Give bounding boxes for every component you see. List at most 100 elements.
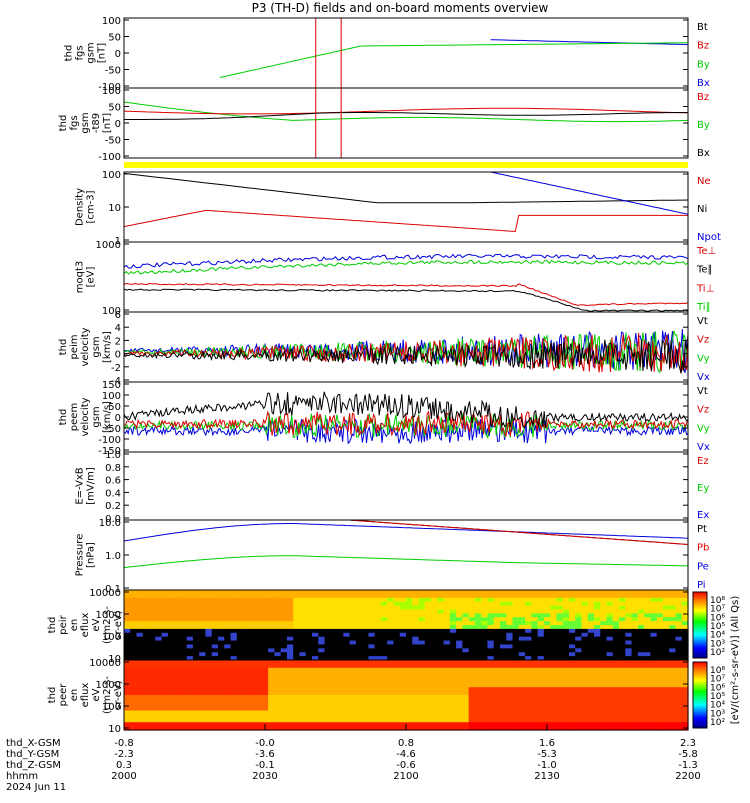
heatmap-cell [656,656,664,661]
heatmap-cell [437,609,445,614]
heatmap-cell [255,675,263,681]
heatmap-cell [380,698,388,704]
heatmap-cell [412,675,420,681]
heatmap-cell [167,636,175,642]
heatmap-cell [506,726,514,731]
heatmap-cell [518,667,526,673]
legend-Ez: Ez [697,456,709,467]
heatmap-cell [474,671,482,677]
heatmap-cell [274,722,282,727]
heatmap-cell [637,695,645,700]
heatmap-cell [393,687,401,692]
heatmap-cell [550,679,557,684]
heatmap-cell [393,675,401,681]
heatmap-cell [656,640,664,646]
heatmap-cell [312,640,319,646]
heatmap-cell [286,625,294,630]
heatmap-cell [180,605,188,611]
heatmap-cell [343,683,351,688]
heatmap-cell [130,593,138,599]
heatmap-cell [280,691,288,696]
heatmap-cell [205,691,213,696]
heatmap-cell [575,648,583,653]
heatmap-cell [268,656,275,661]
ytick-label: 100 [102,391,121,402]
heatmap-cell [431,590,438,595]
heatmap-cell [575,609,583,614]
heatmap-cell [606,632,614,638]
heatmap-cell [531,656,539,661]
heatmap-cell [456,663,463,669]
heatmap-cell [493,722,501,727]
heatmap-cell [243,652,250,657]
heatmap-cell [330,636,338,642]
heatmap-cell [600,613,608,618]
heatmap-cell [399,698,407,704]
heatmap-cell [612,590,620,595]
heatmap-cell [675,605,683,611]
heatmap-cell [218,605,225,611]
heatmap-cell [393,648,401,653]
heatmap-cell [424,593,432,599]
heatmap-cell [393,613,401,618]
heatmap-cell [174,675,181,681]
heatmap-cell [656,590,664,595]
legend-Te⊥: Te⊥ [696,246,716,257]
heatmap-cell [474,590,482,595]
heatmap-cell [456,679,463,684]
heatmap-cell [406,609,413,614]
heatmap-cell [462,632,470,638]
heatmap-cell [443,695,451,700]
heatmap-cell [180,702,188,708]
heatmap-cell [512,679,520,684]
heatmap-cell [274,667,282,673]
heatmap-cell [142,675,150,681]
heatmap-cell [211,613,219,618]
heatmap-cell [556,691,564,696]
heatmap-cell [280,722,288,727]
heatmap-cell [255,687,263,692]
heatmap-cell [550,617,557,622]
heatmap-cell [587,691,595,696]
heatmap-cell [531,718,539,723]
heatmap-cell [330,698,338,704]
heatmap-cell [142,706,150,712]
heatmap-cell [299,722,307,727]
heatmap-cell [525,652,532,657]
heatmap-cell [324,625,332,630]
heatmap-cell [675,652,683,657]
heatmap-cell [224,698,232,704]
heatmap-cell [249,698,257,704]
heatmap-cell [330,621,338,626]
heatmap-cell [568,597,576,603]
heatmap-cell [205,648,213,653]
heatmap-cell [662,714,670,719]
heatmap-cell [594,675,601,681]
heatmap-cell [136,644,144,649]
heatmap-cell [581,718,589,723]
heatmap-cell [368,710,376,716]
heatmap-cell [675,640,683,646]
heatmap-cell [612,667,620,673]
heatmap-cell [192,683,200,688]
heatmap-cell [149,648,156,653]
heatmap-cell [656,726,664,731]
heatmap-cell [374,632,382,638]
heatmap-cell [525,691,532,696]
heatmap-cell [562,652,570,657]
heatmap-cell [525,660,532,665]
heatmap-cell [349,656,357,661]
heatmap-cell [324,601,332,607]
heatmap-cell [406,640,413,646]
heatmap-cell [268,679,275,684]
heatmap-cell [268,644,275,649]
heatmap-cell [261,675,269,681]
heatmap-cell [130,652,138,657]
heatmap-cell [462,628,470,634]
heatmap-cell [619,663,626,669]
heatmap-cell [236,663,244,669]
heatmap-cell [462,601,470,607]
heatmap-cell [305,593,313,599]
legend-Bz: Bz [697,92,709,103]
heatmap-cell [368,706,376,712]
